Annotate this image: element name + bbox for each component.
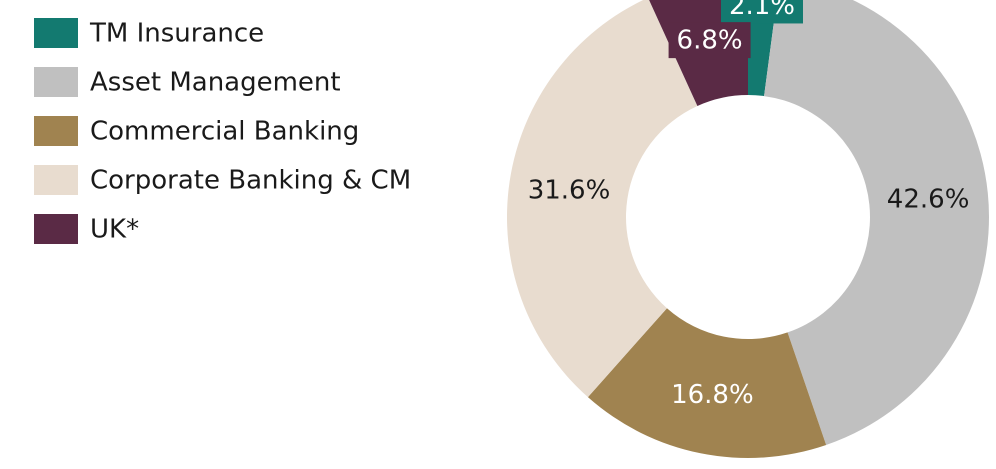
legend-label: UK* [90, 215, 139, 245]
data-label: 2.1% [729, 0, 795, 21]
legend-swatch [34, 67, 78, 97]
label-background [668, 22, 751, 59]
donut-slice [764, 0, 989, 445]
data-label: 31.6% [528, 176, 611, 206]
label-background [720, 0, 803, 24]
data-label: 16.8% [671, 380, 754, 410]
data-label: 42.6% [887, 185, 970, 215]
legend-swatch [34, 18, 78, 48]
legend-swatch [34, 165, 78, 195]
donut-slice [587, 308, 827, 458]
donut-slice [507, 0, 698, 398]
legend-label: Asset Management [90, 68, 341, 98]
legend-swatch [34, 116, 78, 146]
data-label: 6.8% [677, 26, 743, 56]
legend-swatch [34, 214, 78, 244]
legend-label: Commercial Banking [90, 117, 359, 147]
legend-label: TM Insurance [89, 19, 264, 49]
donut-slice [748, 0, 777, 97]
legend-label: Corporate Banking & CM [90, 166, 411, 196]
